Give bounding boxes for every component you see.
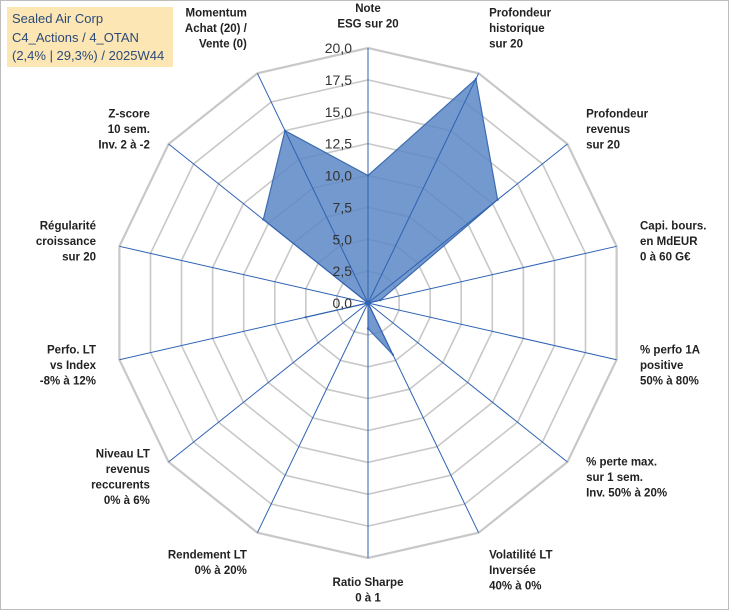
axis-label-0-line-1: ESG sur 20 <box>337 19 398 31</box>
tick-label-6: 15,0 <box>325 104 352 120</box>
axis-label-11: Régularité croissance sur 20 <box>36 220 96 263</box>
tick-label-5: 12,5 <box>325 136 352 152</box>
axis-spoke-10 <box>119 302 369 361</box>
title-box: Sealed Air Corp C4_Actions / 4_OTAN (2,4… <box>7 7 173 67</box>
axis-label-1: Profondeur historique sur 20 <box>489 8 551 51</box>
axis-label-8: Rendement LT 0% à 20% <box>168 549 247 577</box>
axis-label-5-line-2: Inv. 50% à 20% <box>586 488 667 500</box>
axis-label-13: Momentum Achat (20) / Vente (0) <box>185 8 248 51</box>
title-line-1: Sealed Air Corp <box>12 11 104 26</box>
axis-label-1-line-1: historique <box>489 23 545 35</box>
axis-label-2-line-1: revenus <box>586 124 630 136</box>
axis-label-11-line-2: sur 20 <box>62 251 96 263</box>
axis-label-3-line-0: Capi. bours. <box>640 220 706 232</box>
axis-spoke-5 <box>367 302 568 463</box>
title-line-2: C4_Actions / 4_OTAN <box>12 29 139 45</box>
axis-label-7-line-1: 0 à 1 <box>355 593 381 605</box>
axis-label-4: % perfo 1A positive 50% à 80% <box>640 345 700 388</box>
axis-label-4-line-1: positive <box>640 360 683 372</box>
axis-label-3: Capi. bours. en MdEUR 0 à 60 G€ <box>640 220 706 263</box>
title-line-3: (2,4% | 29,3%) / 2025W44 <box>12 48 165 63</box>
axis-label-8-line-0: Rendement LT <box>168 549 247 561</box>
axis-label-9-line-1: revenus <box>106 464 150 476</box>
axis-label-10-line-1: vs Index <box>50 360 97 372</box>
axis-label-9-line-3: 0% à 6% <box>104 495 150 507</box>
axis-label-1-line-0: Profondeur <box>489 8 551 20</box>
axis-label-6-line-0: Volatilité LT <box>489 549 552 561</box>
axis-label-5-line-0: % perte max. <box>586 457 657 469</box>
axis-spoke-4 <box>367 302 617 361</box>
axis-label-9-line-2: reccurents <box>91 480 150 492</box>
axis-label-2-line-0: Profondeur <box>586 109 648 121</box>
axis-spoke-1 <box>367 73 480 304</box>
tick-label-7: 17,5 <box>325 72 352 88</box>
axis-label-12-line-1: 10 sem. <box>108 124 150 136</box>
axis-label-1-line-2: sur 20 <box>489 39 523 51</box>
axis-label-7-line-0: Ratio Sharpe <box>333 577 404 589</box>
axis-label-4-line-0: % perfo 1A <box>640 345 700 357</box>
tick-label-0: 0,0 <box>333 295 353 311</box>
axis-label-5: % perte max. sur 1 sem. Inv. 50% à 20% <box>586 457 667 500</box>
axis-label-10: Perfo. LT vs Index -8% à 12% <box>40 345 97 388</box>
axis-spoke-12 <box>168 143 369 304</box>
axis-label-10-line-2: -8% à 12% <box>40 376 96 388</box>
tick-label-8: 20,0 <box>325 40 352 56</box>
tick-label-4: 10,0 <box>325 168 352 184</box>
axis-label-12-line-2: Inv. 2 à -2 <box>98 140 150 152</box>
tick-label-3: 7,5 <box>333 199 353 215</box>
axis-label-5-line-1: sur 1 sem. <box>586 472 643 484</box>
axis-label-0: Note ESG sur 20 <box>337 3 398 31</box>
axis-label-6-line-2: 40% à 0% <box>489 580 541 592</box>
axis-label-2: Profondeur revenus sur 20 <box>586 109 648 152</box>
axis-label-3-line-1: en MdEUR <box>640 236 698 248</box>
axis-spoke-6 <box>367 302 480 533</box>
axis-label-2-line-2: sur 20 <box>586 140 620 152</box>
tick-label-2: 5,0 <box>333 231 353 247</box>
axis-label-13-line-0: Momentum <box>186 8 247 20</box>
axis-label-13-line-2: Vente (0) <box>199 39 247 51</box>
axis-label-12-line-0: Z-score <box>108 109 150 121</box>
axis-label-11-line-1: croissance <box>36 236 96 248</box>
axis-spoke-9 <box>168 302 369 463</box>
axis-label-0-line-0: Note <box>355 3 381 15</box>
tick-label-1: 2,5 <box>333 263 353 279</box>
axis-label-6-line-1: Inversée <box>489 565 536 577</box>
axis-label-6: Volatilité LT Inversée 40% à 0% <box>489 549 552 592</box>
axis-spoke-2 <box>367 143 568 304</box>
axis-label-7: Ratio Sharpe 0 à 1 <box>333 577 404 605</box>
axis-label-13-line-1: Achat (20) / <box>185 23 248 35</box>
axis-label-9-line-0: Niveau LT <box>96 449 150 461</box>
axis-label-12: Z-score 10 sem. Inv. 2 à -2 <box>98 109 150 152</box>
axis-label-11-line-0: Régularité <box>40 220 96 232</box>
axis-label-9: Niveau LT revenus reccurents 0% à 6% <box>91 449 150 508</box>
axis-spoke-11 <box>119 245 369 304</box>
axis-spoke-13 <box>256 73 369 304</box>
axis-spoke-8 <box>256 302 369 533</box>
axis-label-8-line-1: 0% à 20% <box>194 565 246 577</box>
axis-label-10-line-0: Perfo. LT <box>47 345 96 357</box>
axis-label-3-line-2: 0 à 60 G€ <box>640 251 691 263</box>
axis-spoke-3 <box>367 245 617 304</box>
axis-label-4-line-2: 50% à 80% <box>640 376 699 388</box>
